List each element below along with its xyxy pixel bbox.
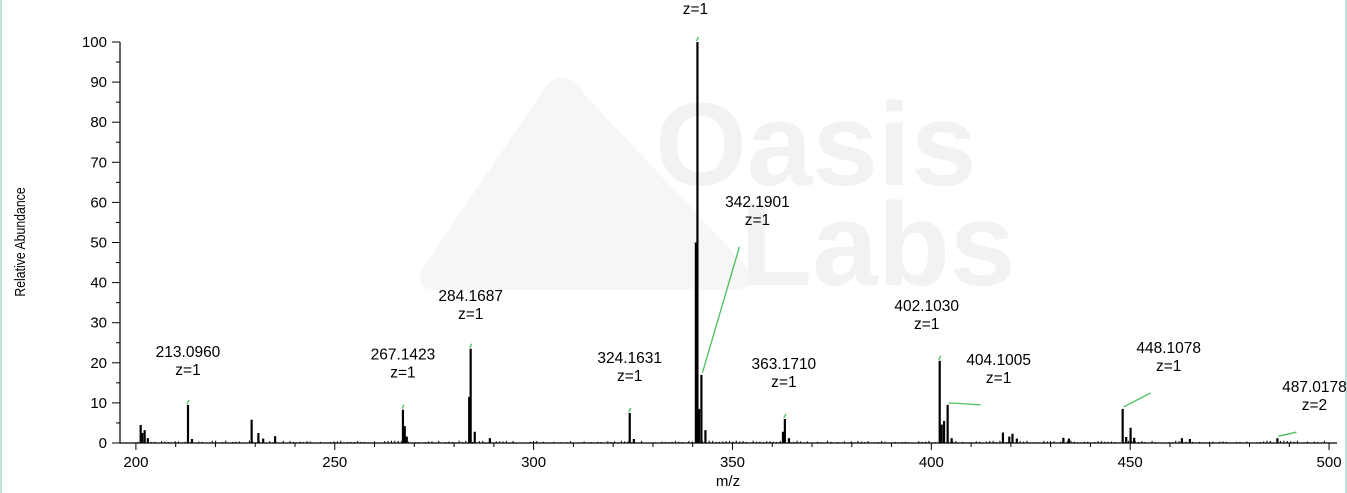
x-tick-label: 300 <box>521 454 546 471</box>
y-ticks: 0 10 20 30 40 50 60 70 80 90 100 <box>82 34 120 452</box>
label-leader-line <box>948 402 981 406</box>
x-tick-label: 200 <box>123 454 148 471</box>
x-tick-label: 500 <box>1317 454 1342 471</box>
peak-charge-label: z=1 <box>986 370 1011 387</box>
label-leader-line <box>1123 392 1151 408</box>
label-leader-line <box>186 399 190 405</box>
label-leader-line <box>628 407 632 413</box>
watermark-triangle-icon <box>420 77 750 290</box>
watermark-logo: Oasis Labs <box>420 77 1015 311</box>
y-tick-label: 10 <box>90 395 107 412</box>
peak-mz-label: 363.1710 <box>752 356 817 373</box>
peak-mz-label: 342.1901 <box>725 194 790 211</box>
peak-charge-label: z=1 <box>771 374 796 391</box>
y-axis-title: Relative Abundance <box>12 187 28 297</box>
y-tick-label: 90 <box>90 74 107 91</box>
peak-charge-label: z=1 <box>617 368 642 385</box>
label-leader-line <box>938 355 942 361</box>
peak-mz-label: 448.1078 <box>1136 340 1201 357</box>
y-tick-label: 50 <box>90 235 107 252</box>
label-leader-line <box>701 246 741 374</box>
x-tick-label: 350 <box>720 454 745 471</box>
x-tick-label: 250 <box>322 454 347 471</box>
peak-charge-label: z=1 <box>1156 358 1181 375</box>
peak-charge-label: z=1 <box>683 1 708 18</box>
peak-mz-label: 284.1687 <box>438 288 503 305</box>
label-leader-line <box>783 413 787 419</box>
peak-mz-label: 402.1030 <box>894 298 959 315</box>
y-tick-label: 20 <box>90 355 107 372</box>
peaks <box>139 42 1279 443</box>
x-axis-title: m/z <box>716 473 740 490</box>
peak-mz-label: 213.0960 <box>156 344 221 361</box>
y-tick-label: 40 <box>90 275 107 292</box>
y-tick-label: 70 <box>90 154 107 171</box>
y-tick-label: 100 <box>82 34 107 51</box>
label-leader-line <box>1278 431 1297 437</box>
peak-mz-label: 487.0178 <box>1282 379 1347 396</box>
peak-mz-label: 267.1423 <box>371 347 436 364</box>
peak-mz-label: 404.1005 <box>966 352 1031 369</box>
y-tick-label: 60 <box>90 194 107 211</box>
peak-charge-label: z=2 <box>1302 397 1327 414</box>
y-tick-label: 0 <box>99 435 107 452</box>
peak-charge-label: z=1 <box>914 316 939 333</box>
x-tick-label: 450 <box>1118 454 1143 471</box>
label-leader-line <box>695 36 700 42</box>
peak-charge-label: z=1 <box>745 212 770 229</box>
x-ticks: 200 250 300 350 400 450 500 <box>123 443 1342 471</box>
peak-mz-label: 324.1631 <box>597 350 662 367</box>
peak-charge-label: z=1 <box>458 306 483 323</box>
watermark-text-line1: Oasis <box>655 79 976 211</box>
y-tick-label: 80 <box>90 114 107 131</box>
peak-charge-label: z=1 <box>390 365 415 382</box>
watermark-text-line2: Labs <box>740 179 1015 311</box>
y-tick-label: 30 <box>90 315 107 332</box>
label-leader-line <box>469 343 473 349</box>
peak-labels: 213.0960z=1267.1423z=1284.1687z=1324.163… <box>156 1 1347 414</box>
peak-charge-label: z=1 <box>175 362 200 379</box>
x-tick-label: 400 <box>919 454 944 471</box>
label-leader-line <box>401 404 405 410</box>
label-leaders <box>186 36 1297 437</box>
